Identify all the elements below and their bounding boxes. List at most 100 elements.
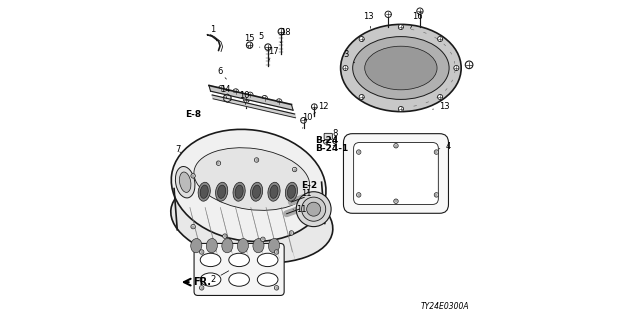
Text: 18: 18 <box>280 28 291 43</box>
Text: 10: 10 <box>303 113 313 128</box>
Circle shape <box>200 250 204 254</box>
Circle shape <box>218 85 224 91</box>
Ellipse shape <box>194 148 310 210</box>
Ellipse shape <box>233 182 245 201</box>
Circle shape <box>246 42 253 48</box>
Ellipse shape <box>200 185 208 198</box>
Circle shape <box>275 286 279 290</box>
Circle shape <box>301 117 307 123</box>
Text: 13: 13 <box>433 102 449 111</box>
Ellipse shape <box>175 166 195 198</box>
Ellipse shape <box>206 238 218 253</box>
Circle shape <box>292 167 297 172</box>
Text: FR.: FR. <box>193 277 211 287</box>
Polygon shape <box>209 85 293 110</box>
Text: 12: 12 <box>314 102 329 114</box>
Ellipse shape <box>353 36 449 100</box>
Circle shape <box>191 174 195 178</box>
Text: 3: 3 <box>344 50 355 63</box>
Text: 6: 6 <box>217 67 227 79</box>
Circle shape <box>216 161 221 165</box>
Text: 10: 10 <box>239 91 250 105</box>
Text: B-24: B-24 <box>316 136 339 146</box>
Circle shape <box>454 66 459 70</box>
Ellipse shape <box>365 46 437 90</box>
Ellipse shape <box>237 238 248 253</box>
Text: 11: 11 <box>298 189 312 201</box>
Circle shape <box>247 92 253 98</box>
Ellipse shape <box>235 185 243 198</box>
Circle shape <box>265 44 271 50</box>
Ellipse shape <box>340 24 461 112</box>
Ellipse shape <box>257 273 278 286</box>
Ellipse shape <box>222 238 233 253</box>
Text: 1: 1 <box>211 25 217 41</box>
Ellipse shape <box>172 129 326 241</box>
Text: 13: 13 <box>363 12 374 28</box>
Text: 14: 14 <box>220 85 230 98</box>
Circle shape <box>323 140 328 144</box>
Circle shape <box>276 99 282 105</box>
Text: 8: 8 <box>330 129 338 140</box>
Text: TY24E0300A: TY24E0300A <box>420 302 469 311</box>
Text: 2: 2 <box>211 271 228 284</box>
Circle shape <box>224 95 231 102</box>
Ellipse shape <box>268 182 280 201</box>
Circle shape <box>296 192 331 227</box>
Circle shape <box>394 143 398 148</box>
Ellipse shape <box>253 185 260 198</box>
Text: 7: 7 <box>175 145 181 154</box>
Ellipse shape <box>198 182 211 201</box>
Circle shape <box>438 94 443 100</box>
Ellipse shape <box>171 178 333 263</box>
Circle shape <box>359 36 364 42</box>
Ellipse shape <box>200 253 221 267</box>
Ellipse shape <box>191 238 202 253</box>
Circle shape <box>385 11 392 18</box>
Circle shape <box>394 199 398 204</box>
Ellipse shape <box>270 185 278 198</box>
FancyBboxPatch shape <box>194 244 284 295</box>
Circle shape <box>301 197 326 221</box>
FancyBboxPatch shape <box>344 134 449 213</box>
Circle shape <box>262 95 268 101</box>
Circle shape <box>254 158 259 162</box>
Circle shape <box>465 61 473 69</box>
Circle shape <box>438 36 443 42</box>
Ellipse shape <box>179 172 191 192</box>
Text: E-2: E-2 <box>301 181 317 190</box>
Circle shape <box>244 97 249 103</box>
Ellipse shape <box>228 273 250 286</box>
Circle shape <box>398 107 403 112</box>
Text: 5: 5 <box>258 32 264 47</box>
Ellipse shape <box>200 273 221 286</box>
Circle shape <box>398 24 403 29</box>
Text: 15: 15 <box>244 34 254 47</box>
Circle shape <box>359 94 364 100</box>
Circle shape <box>289 231 294 235</box>
Text: B-24-1: B-24-1 <box>316 144 349 153</box>
Ellipse shape <box>253 238 264 253</box>
Ellipse shape <box>216 182 228 201</box>
Text: 16: 16 <box>410 12 422 28</box>
Circle shape <box>275 250 279 254</box>
Ellipse shape <box>285 182 298 201</box>
Circle shape <box>223 234 227 238</box>
Ellipse shape <box>257 253 278 267</box>
Ellipse shape <box>228 253 250 267</box>
Ellipse shape <box>287 185 296 198</box>
Polygon shape <box>212 95 296 118</box>
Circle shape <box>191 224 195 229</box>
Circle shape <box>233 89 239 94</box>
FancyBboxPatch shape <box>354 142 438 204</box>
Text: 4: 4 <box>439 142 451 151</box>
Circle shape <box>434 193 438 197</box>
Circle shape <box>356 150 361 154</box>
Circle shape <box>343 66 348 70</box>
Text: E-8: E-8 <box>185 109 202 118</box>
Ellipse shape <box>218 185 226 198</box>
FancyBboxPatch shape <box>324 133 332 140</box>
Text: 9: 9 <box>328 139 337 148</box>
Circle shape <box>312 104 317 109</box>
Text: 17: 17 <box>268 47 278 60</box>
